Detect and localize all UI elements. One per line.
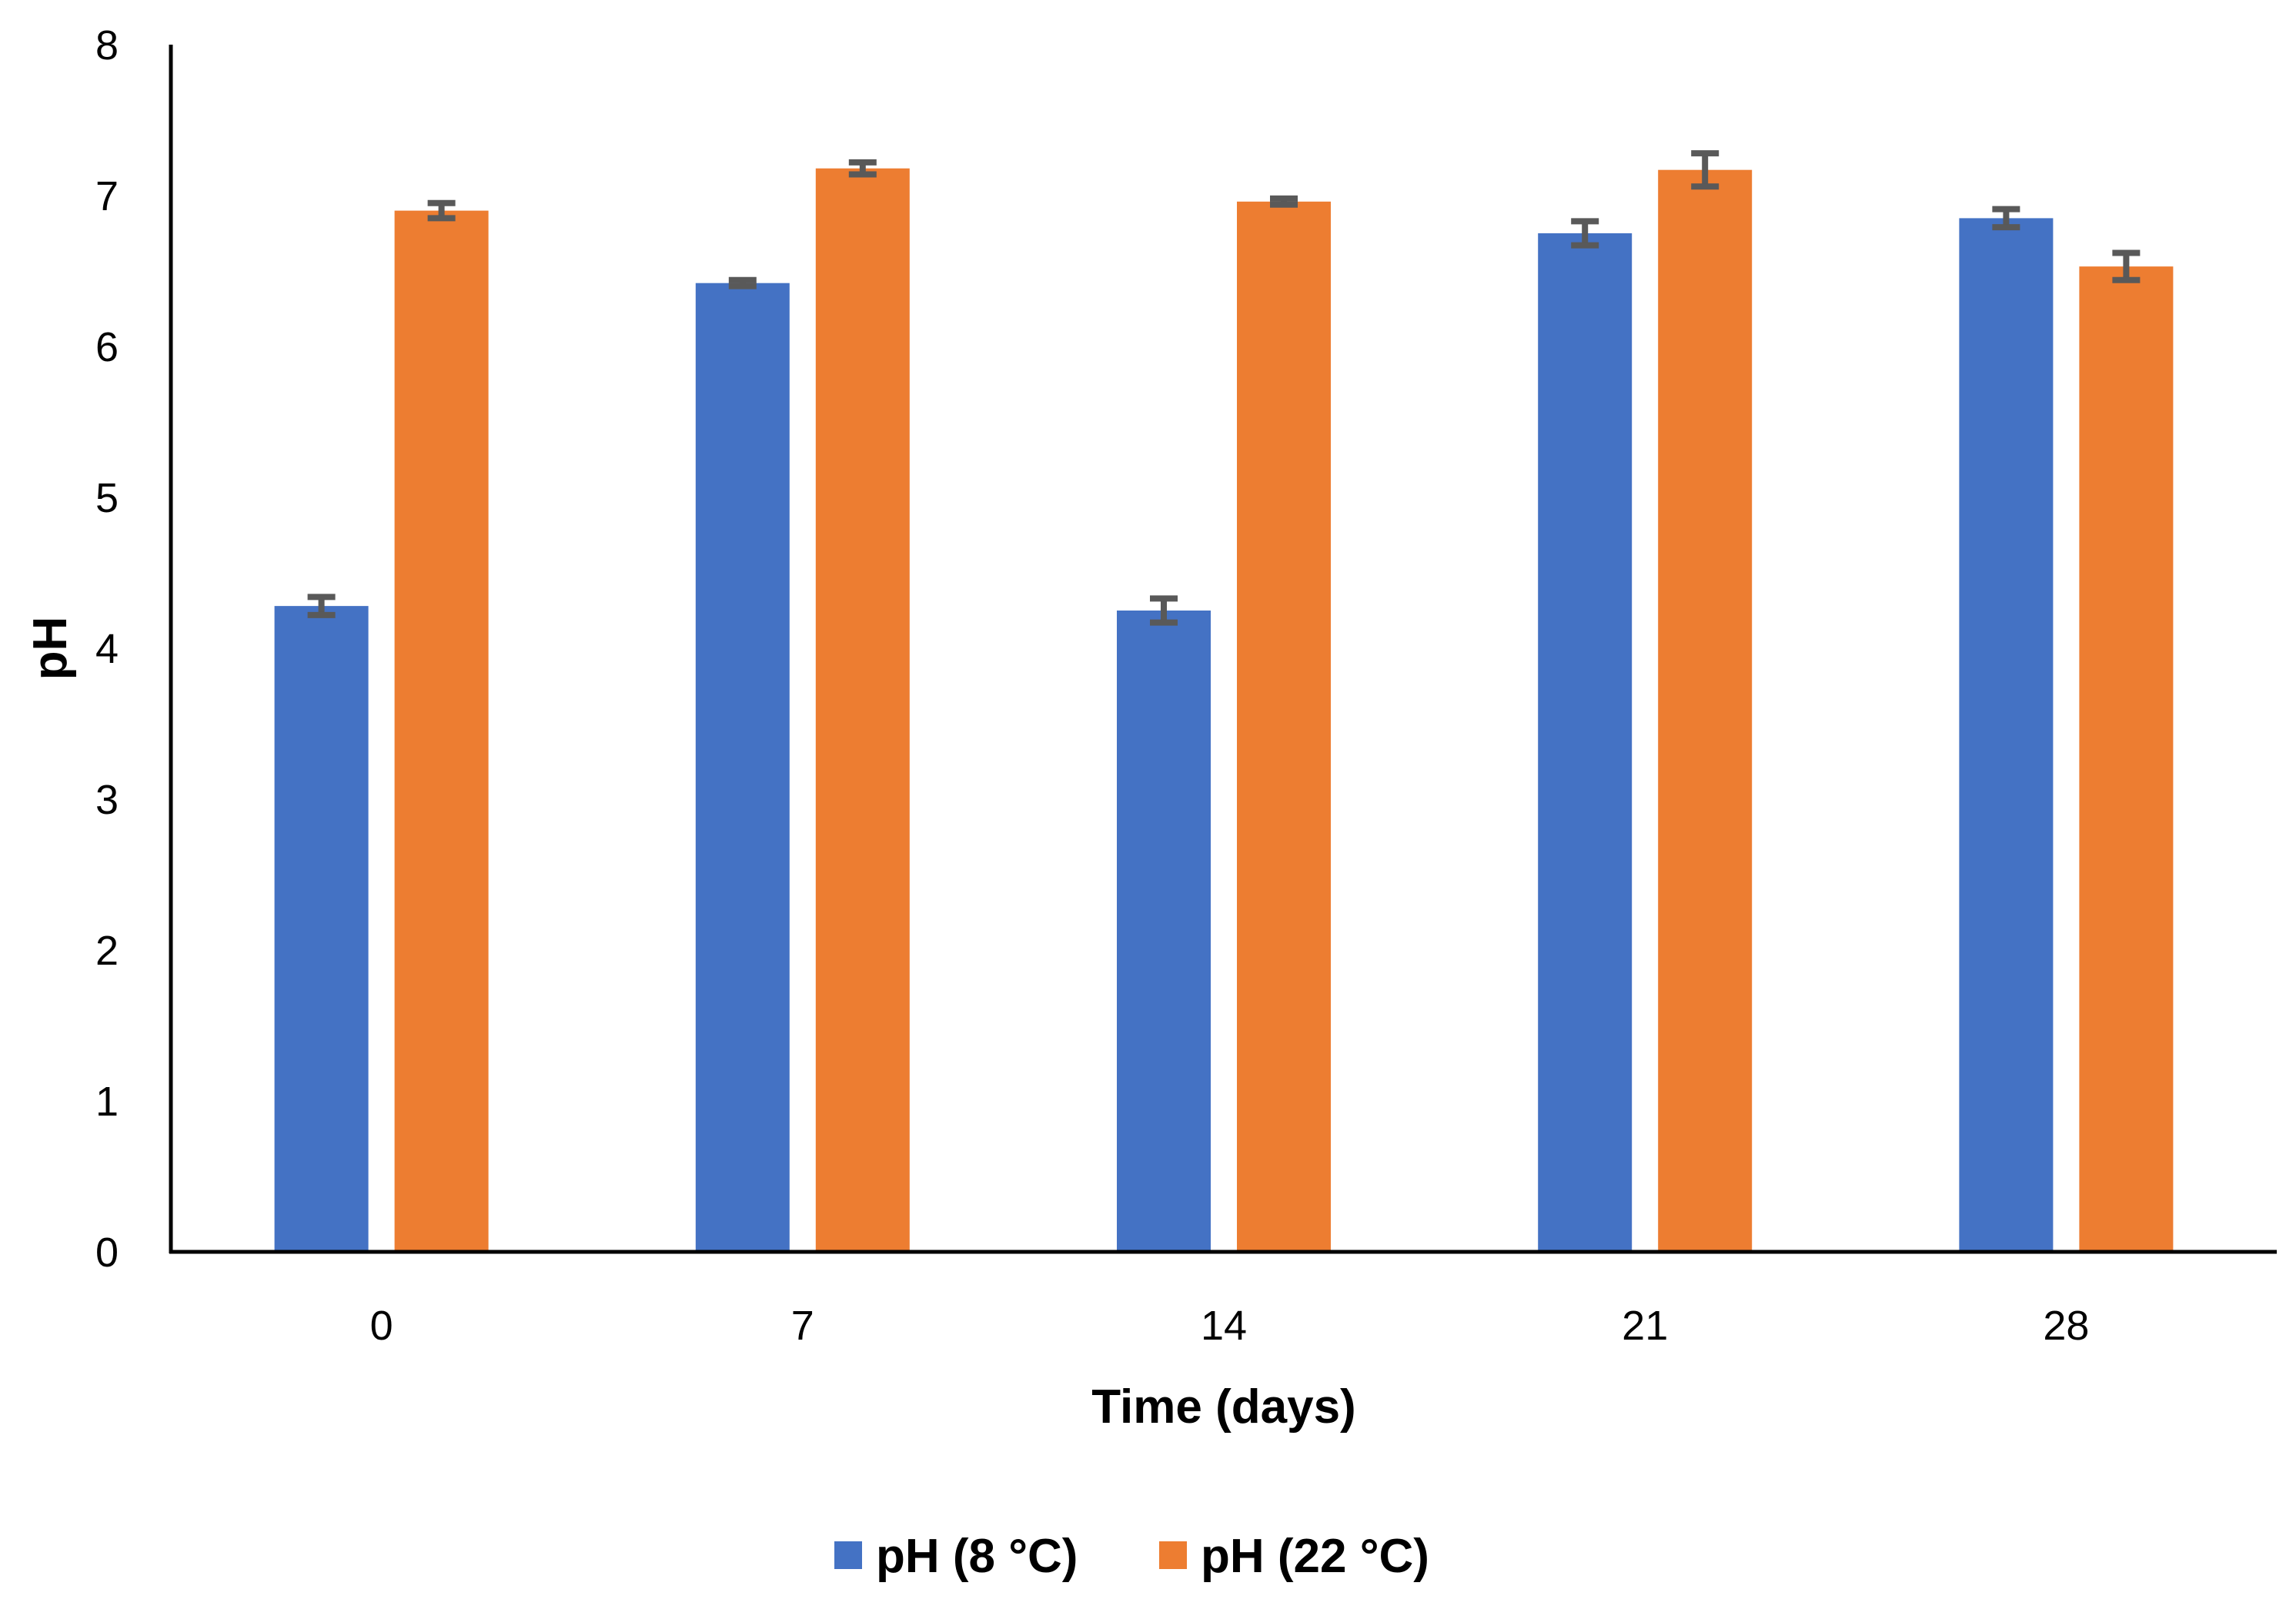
x-axis-title: Time (days) bbox=[1091, 1380, 1355, 1434]
error-bar bbox=[1691, 150, 1719, 190]
bar bbox=[1237, 201, 1331, 1253]
y-tick-label: 8 bbox=[95, 22, 119, 69]
bar bbox=[1959, 218, 2054, 1252]
y-tick-label: 1 bbox=[95, 1079, 119, 1125]
bar bbox=[1658, 169, 1753, 1253]
y-tick-label: 3 bbox=[95, 777, 119, 823]
legend-swatch-8c bbox=[834, 1541, 862, 1569]
y-tick-label: 0 bbox=[95, 1230, 119, 1276]
y-tick-labels: 0 1 2 3 4 5 6 7 8 bbox=[95, 22, 119, 1276]
error-bar bbox=[1571, 218, 1599, 249]
legend-swatch-22c bbox=[1159, 1541, 1187, 1569]
error-bar bbox=[848, 159, 877, 178]
legend-label-8c: pH (8 °C) bbox=[876, 1530, 1078, 1583]
error-bar bbox=[1992, 206, 2020, 231]
bars-layer bbox=[274, 168, 2174, 1253]
bar bbox=[274, 606, 369, 1252]
error-bar bbox=[1270, 195, 1298, 208]
bar bbox=[394, 210, 489, 1253]
x-tick-label: 14 bbox=[1201, 1303, 1247, 1349]
y-tick-label: 7 bbox=[95, 173, 119, 219]
legend: pH (8 °C) pH (22 °C) bbox=[834, 1530, 1429, 1583]
error-bar bbox=[427, 199, 456, 222]
x-tick-label: 7 bbox=[791, 1303, 814, 1349]
axes-layer bbox=[169, 45, 2277, 1254]
bar bbox=[1117, 611, 1211, 1252]
bar bbox=[815, 168, 910, 1253]
error-bar bbox=[1150, 595, 1178, 626]
error-bar bbox=[307, 594, 336, 618]
y-tick-label: 6 bbox=[95, 324, 119, 370]
legend-label-22c: pH (22 °C) bbox=[1201, 1530, 1429, 1583]
bar bbox=[2079, 266, 2174, 1252]
bar bbox=[1538, 233, 1633, 1252]
x-tick-label: 21 bbox=[1622, 1303, 1668, 1349]
error-bars-layer bbox=[307, 150, 2141, 626]
bar bbox=[695, 283, 790, 1253]
x-tick-labels: 0 7 14 21 28 bbox=[370, 1303, 2090, 1349]
y-tick-label: 4 bbox=[95, 626, 119, 672]
x-tick-label: 28 bbox=[2043, 1303, 2089, 1349]
y-tick-label: 2 bbox=[95, 928, 119, 974]
y-axis-title: pH bbox=[24, 617, 77, 681]
y-tick-label: 5 bbox=[95, 475, 119, 521]
error-bar bbox=[728, 276, 757, 289]
x-tick-label: 0 bbox=[370, 1303, 393, 1349]
error-bar bbox=[2112, 249, 2141, 283]
